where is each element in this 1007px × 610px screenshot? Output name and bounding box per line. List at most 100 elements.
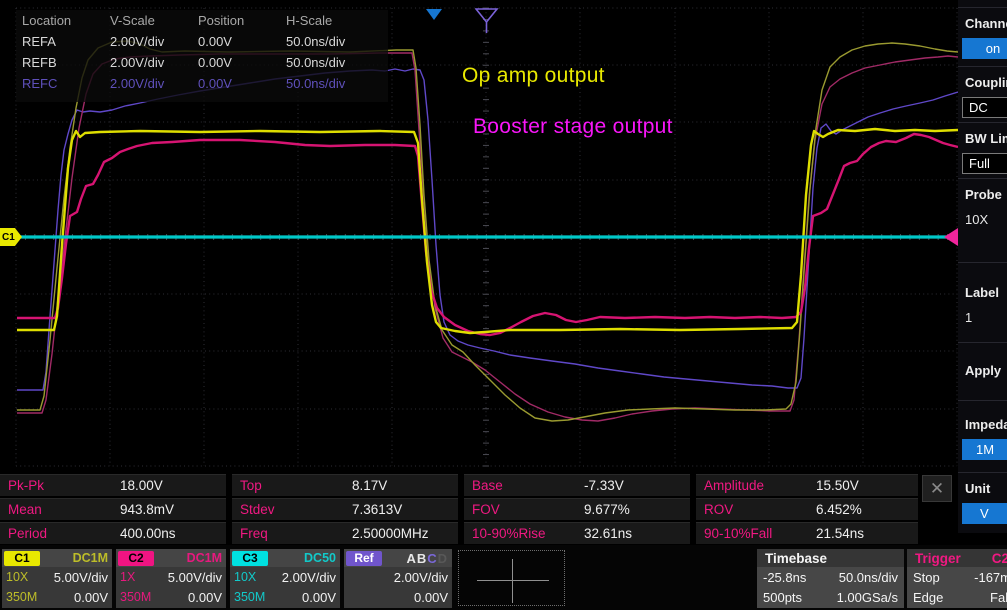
trigger-level: -167m: [974, 569, 1007, 585]
close-icon[interactable]: ✕: [922, 475, 952, 502]
measurement-cell: Top 8.17V: [232, 474, 458, 496]
channel1-offset-marker[interactable]: C1: [0, 228, 22, 246]
add-widget-dropzone[interactable]: [458, 550, 565, 606]
trace-refc: [17, 68, 958, 391]
channel-section-title: Channel: [965, 16, 1007, 31]
channel2-descriptor[interactable]: C2 DC1M 1X 5.00V/div 350M 0.00V: [116, 549, 226, 608]
measurement-cell: Mean 943.8mV: [0, 498, 226, 520]
trace-c1: [17, 127, 958, 335]
measurement-value: 2.50000MHz: [352, 526, 429, 541]
waveform-display[interactable]: Location V-Scale Position H-Scale REFA 2…: [0, 0, 958, 472]
apply-button[interactable]: Apply: [965, 363, 1002, 378]
trigger-title: Trigger: [915, 550, 961, 566]
timebase-descriptor[interactable]: Timebase -25.8ns 50.0ns/div 500pts 1.00GSa…: [757, 549, 904, 608]
channel1-bw: 350M: [6, 590, 38, 604]
channel3-descriptor[interactable]: C3 DC50 10X 2.00V/div 350M 0.00V: [230, 549, 340, 608]
sidebar-section-impedance: Impedance 1M: [958, 400, 1007, 472]
measurement-value: 18.00V: [120, 478, 163, 493]
measurement-label: ROV: [704, 502, 734, 517]
channel3-scale: 2.00V/div: [281, 569, 336, 585]
bottom-status-bar: C1 DC1M 10X 5.00V/div 350M 0.00V C2 DC1M 1X 5…: [0, 545, 1007, 610]
measurement-label: Stdev: [240, 502, 275, 517]
ref-scale: 2.00V/div: [393, 569, 448, 585]
measurement-cell: 10-90%Rise 32.61ns: [464, 522, 690, 544]
measurement-cell: Period 400.00ns: [0, 522, 226, 544]
trigger-position-marker-icon[interactable]: [426, 9, 442, 20]
measurement-value: 15.50V: [816, 478, 859, 493]
impedance-1m-button[interactable]: 1M: [962, 439, 1007, 460]
ref-row-position: 0.00V: [198, 76, 232, 91]
coupling-dc-button[interactable]: DC: [962, 97, 1007, 118]
sidebar-section-apply: Apply: [958, 342, 1007, 400]
measurement-value: 943.8mV: [120, 502, 175, 517]
ref-col-header: Location: [22, 13, 72, 28]
channel2-coupling: DC1M: [186, 551, 222, 565]
measurement-label: Mean: [8, 502, 42, 517]
channel3-bw: 350M: [234, 590, 266, 604]
label-value[interactable]: 1: [965, 310, 973, 325]
measurement-value: 7.3613V: [352, 502, 403, 517]
measurement-value: 6.452%: [816, 502, 862, 517]
ref-row-vscale: 2.00V/div: [110, 55, 165, 70]
measurement-label: Amplitude: [704, 478, 765, 493]
ref-horizontal-position-marker-icon[interactable]: [475, 8, 499, 35]
trigger-descriptor[interactable]: Trigger C2 Stop -167m Edge Fall: [907, 549, 1007, 608]
measurement-label: 90-10%Fall: [704, 526, 773, 541]
label-section-title: Label: [965, 285, 999, 300]
channel2-scale: 5.00V/div: [167, 569, 222, 585]
channel3-offset: 0.00V: [302, 589, 336, 605]
measurement-label: Period: [8, 526, 48, 541]
impedance-section-title: Impedance: [965, 417, 1007, 432]
measurement-label: Pk-Pk: [8, 478, 45, 493]
channel1-badge[interactable]: C1: [4, 550, 40, 566]
ref-col-header: H-Scale: [286, 13, 333, 28]
measurement-cell: ROV 6.452%: [696, 498, 918, 520]
measurement-cell: 90-10%Fall 21.54ns: [696, 522, 918, 544]
measurement-value: 32.61ns: [584, 526, 633, 541]
measurement-label: Top: [240, 478, 262, 493]
measurement-value: 400.00ns: [120, 526, 176, 541]
timebase-samplerate: 1.00GSa/s: [836, 589, 898, 605]
unit-v-button[interactable]: V: [962, 503, 1007, 524]
measurement-value: 21.54ns: [816, 526, 865, 541]
trigger-mode: Edge: [913, 589, 944, 605]
channel3-coupling: DC50: [304, 551, 336, 565]
ref-row-position: 0.00V: [198, 55, 232, 70]
sidebar-section-bw-limit: BW Limit Full: [958, 122, 1007, 178]
annotation-booster-stage-output: Booster stage output: [473, 115, 673, 138]
trigger-level-marker-icon[interactable]: [944, 228, 958, 246]
channel1-offset: 0.00V: [74, 589, 108, 605]
coupling-section-title: Coupling: [965, 75, 1007, 90]
sidebar-section-channel: Channel on: [958, 7, 1007, 66]
crosshair-icon: [512, 559, 513, 603]
trigger-status: Stop: [913, 569, 940, 585]
ref-row-name: REFA: [22, 34, 56, 49]
channel2-offset: 0.00V: [188, 589, 222, 605]
ref-descriptor[interactable]: Ref ABCD 2.00V/div 0.00V: [344, 549, 452, 608]
measurement-value: -7.33V: [584, 478, 624, 493]
bw-limit-full-button[interactable]: Full: [962, 153, 1007, 174]
channel1-descriptor[interactable]: C1 DC1M 10X 5.00V/div 350M 0.00V: [2, 549, 112, 608]
ref-badge[interactable]: Ref: [346, 550, 382, 566]
waveform-plot: [15, 7, 958, 467]
timebase-title: Timebase: [757, 549, 904, 567]
channel3-badge[interactable]: C3: [232, 550, 268, 566]
measurement-cell: Base -7.33V: [464, 474, 690, 496]
measurement-cell: Stdev 7.3613V: [232, 498, 458, 520]
measurement-cell: Amplitude 15.50V: [696, 474, 918, 496]
sidebar-section-coupling: Coupling DC: [958, 66, 1007, 122]
ref-letters: ABCD: [406, 550, 448, 566]
channel-on-button[interactable]: on: [962, 38, 1007, 59]
ref-row-hscale: 50.0ns/div: [286, 55, 346, 70]
probe-value[interactable]: 10X: [965, 212, 989, 227]
channel2-badge[interactable]: C2: [118, 550, 154, 566]
channel1-coupling: DC1M: [72, 551, 108, 565]
measurement-label: Base: [472, 478, 503, 493]
channel1-probe: 10X: [6, 570, 29, 584]
channel2-bw: 350M: [120, 590, 152, 604]
crosshair-icon: [477, 580, 549, 581]
probe-section-title: Probe: [965, 187, 1002, 202]
ref-row-vscale: 2.00V/div: [110, 34, 165, 49]
timebase-scale: 50.0ns/div: [838, 569, 898, 585]
